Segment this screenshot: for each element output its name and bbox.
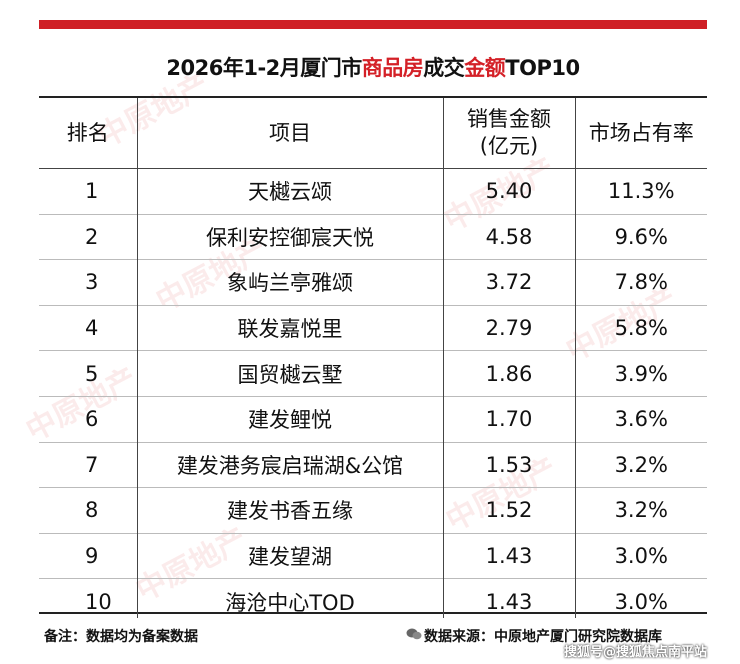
rank-cell: 8: [39, 487, 137, 534]
rank-cell: 3: [39, 259, 137, 306]
wechat-icon: [406, 628, 422, 640]
sales-cell: 1.43: [442, 578, 575, 624]
rank-cell: 5: [39, 350, 137, 397]
sales-cell: 4.58: [442, 213, 575, 260]
share-cell: 7.8%: [574, 259, 707, 306]
header-rank: 排名: [39, 98, 137, 169]
ranking-table: 排名 项目 销售金额 (亿元) 市场占有率 1 天樾云颂 5.40 11.3% 2 保利安…: [39, 96, 707, 624]
rank-cell: 1: [85, 179, 99, 204]
project-cell: 联发嘉悦里: [136, 304, 443, 351]
sales-cell: 1.86: [442, 350, 575, 397]
sales-cell: 3.72: [442, 259, 575, 306]
share-cell: 5.8%: [574, 304, 707, 351]
rank-cell: 10: [39, 578, 137, 624]
table-header-row: 排名 项目 销售金额 (亿元) 市场占有率: [39, 98, 707, 169]
project-cell: 海沧中心TOD: [136, 578, 443, 624]
table-row: 4 联发嘉悦里 2.79 5.8%: [39, 304, 707, 351]
table-title: 2026年1-2月厦门市商品房成交金额TOP10: [166, 56, 580, 80]
table-row: 5 国贸樾云墅 1.86 3.9%: [39, 350, 707, 397]
sales-cell: 1.53: [442, 441, 575, 488]
project-cell: 建发望湖: [136, 532, 443, 579]
project-cell: 国贸樾云墅: [136, 350, 443, 397]
footer-bar: [39, 618, 707, 648]
sales-cell: 1.70: [442, 395, 575, 443]
project-cell: 建发书香五缘: [136, 487, 443, 534]
project-cell: 天樾云颂: [136, 168, 443, 215]
rank-cell: 2: [39, 213, 137, 260]
project-cell: 保利安控御宸天悦: [136, 213, 443, 260]
table-row: 10 海沧中心TOD 1.43 3.0%: [39, 578, 707, 624]
share-cell: 3.0%: [574, 578, 707, 624]
footer-credit: 搜狐号@搜狐焦点南平站: [564, 645, 708, 660]
share-cell: 3.9%: [574, 350, 707, 397]
table-row: 1 天樾云颂 5.40 11.3%: [39, 168, 707, 215]
header-share: 市场占有率: [574, 98, 707, 169]
table-row: 3 象屿兰亭雅颂 3.72 7.8%: [39, 259, 707, 306]
rank-cell: 9: [39, 532, 137, 579]
header-sales: 销售金额 (亿元): [442, 98, 575, 169]
share-cell: 3.6%: [574, 395, 707, 443]
share-cell: 3.0%: [574, 532, 707, 579]
share-cell: 11.3%: [574, 168, 707, 215]
share-cell: 9.6%: [574, 213, 707, 260]
table-row: 9 建发望湖 1.43 3.0%: [39, 532, 707, 579]
rank-cell: 6: [39, 395, 137, 443]
footer-source: 数据来源：中原地产厦门研究院数据库: [424, 629, 662, 645]
sales-cell: 1.52: [442, 487, 575, 534]
header-project: 项目: [136, 98, 443, 169]
top-accent-bar: [39, 20, 707, 29]
rank-cell: 7: [39, 441, 137, 488]
table-row: 7 建发港务宸启瑞湖&公馆 1.53 3.2%: [39, 441, 707, 488]
project-cell: 建发港务宸启瑞湖&公馆: [136, 441, 443, 488]
table-row: 2 保利安控御宸天悦 4.58 9.6%: [39, 213, 707, 260]
rank-cell: 4: [39, 304, 137, 351]
table-row: 8 建发书香五缘 1.52 3.2%: [39, 487, 707, 534]
share-cell: 3.2%: [574, 441, 707, 488]
share-cell: 3.2%: [574, 487, 707, 534]
footer-note: 备注：数据均为备案数据: [44, 629, 198, 645]
table-row: 6 建发鲤悦 1.70 3.6%: [39, 395, 707, 443]
sales-cell: 2.79: [442, 304, 575, 351]
sales-cell: 1.43: [442, 532, 575, 579]
project-cell: 象屿兰亭雅颂: [136, 259, 443, 306]
project-cell: 建发鲤悦: [136, 395, 443, 443]
sales-cell: 5.40: [442, 168, 575, 215]
